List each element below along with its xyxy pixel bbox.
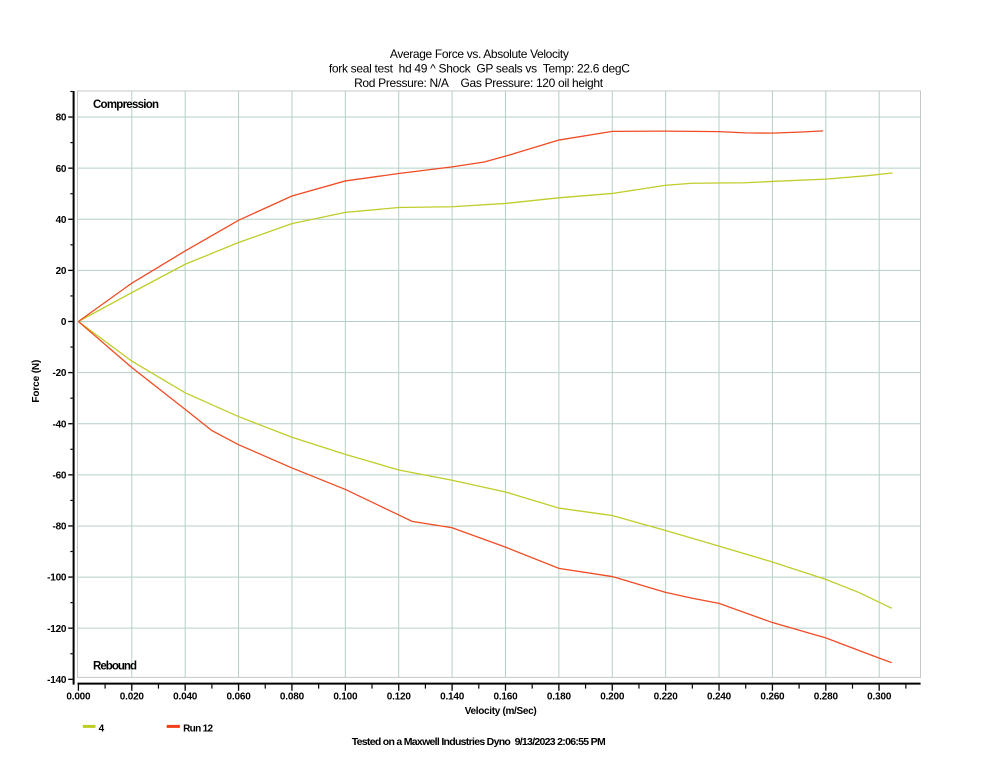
svg-text:-80: -80 — [52, 522, 66, 533]
svg-text:-100: -100 — [47, 573, 67, 584]
svg-text:Force (N): Force (N) — [31, 360, 42, 403]
svg-text:0.240: 0.240 — [707, 692, 732, 703]
svg-text:0.140: 0.140 — [440, 692, 465, 703]
svg-text:0.180: 0.180 — [547, 692, 572, 703]
svg-text:0.160: 0.160 — [493, 692, 518, 703]
svg-text:0.120: 0.120 — [387, 692, 412, 703]
svg-text:0.080: 0.080 — [280, 692, 305, 703]
svg-text:4: 4 — [99, 724, 105, 735]
svg-text:0.040: 0.040 — [173, 692, 198, 703]
svg-text:40: 40 — [56, 215, 67, 226]
svg-text:0.280: 0.280 — [814, 692, 839, 703]
svg-text:0.300: 0.300 — [867, 692, 892, 703]
svg-text:Compression: Compression — [93, 99, 159, 111]
svg-text:-40: -40 — [52, 419, 66, 430]
svg-text:-120: -120 — [47, 624, 67, 635]
svg-text:80: 80 — [56, 113, 67, 124]
svg-text:0.060: 0.060 — [227, 692, 252, 703]
svg-text:0.020: 0.020 — [120, 692, 145, 703]
svg-text:0.100: 0.100 — [333, 692, 358, 703]
svg-text:Rebound: Rebound — [93, 660, 137, 672]
svg-text:-60: -60 — [52, 470, 66, 481]
svg-text:0: 0 — [61, 317, 67, 328]
svg-text:Velocity (m/Sec): Velocity (m/Sec) — [465, 706, 537, 717]
svg-text:0.220: 0.220 — [654, 692, 679, 703]
svg-text:Tested on a Maxwell Industries: Tested on a Maxwell Industries Dyno 9/13… — [352, 736, 606, 748]
svg-text:Run 12: Run 12 — [183, 724, 213, 735]
svg-text:0.000: 0.000 — [66, 692, 91, 703]
svg-text:0.200: 0.200 — [600, 692, 625, 703]
svg-text:-140: -140 — [47, 675, 67, 686]
svg-text:0.260: 0.260 — [760, 692, 785, 703]
svg-text:60: 60 — [56, 164, 67, 175]
svg-text:fork seal test hd 49 ^ Shock: fork seal test hd 49 ^ Shock GP seals vs… — [329, 61, 630, 75]
svg-text:20: 20 — [56, 266, 67, 277]
svg-text:Average Force vs. Absolute Vel: Average Force vs. Absolute Velocity — [390, 47, 569, 61]
svg-text:Rod Pressure: N/A Gas Press: Rod Pressure: N/A Gas Pressure: 120 oil … — [354, 76, 604, 90]
svg-text:-20: -20 — [52, 368, 66, 379]
